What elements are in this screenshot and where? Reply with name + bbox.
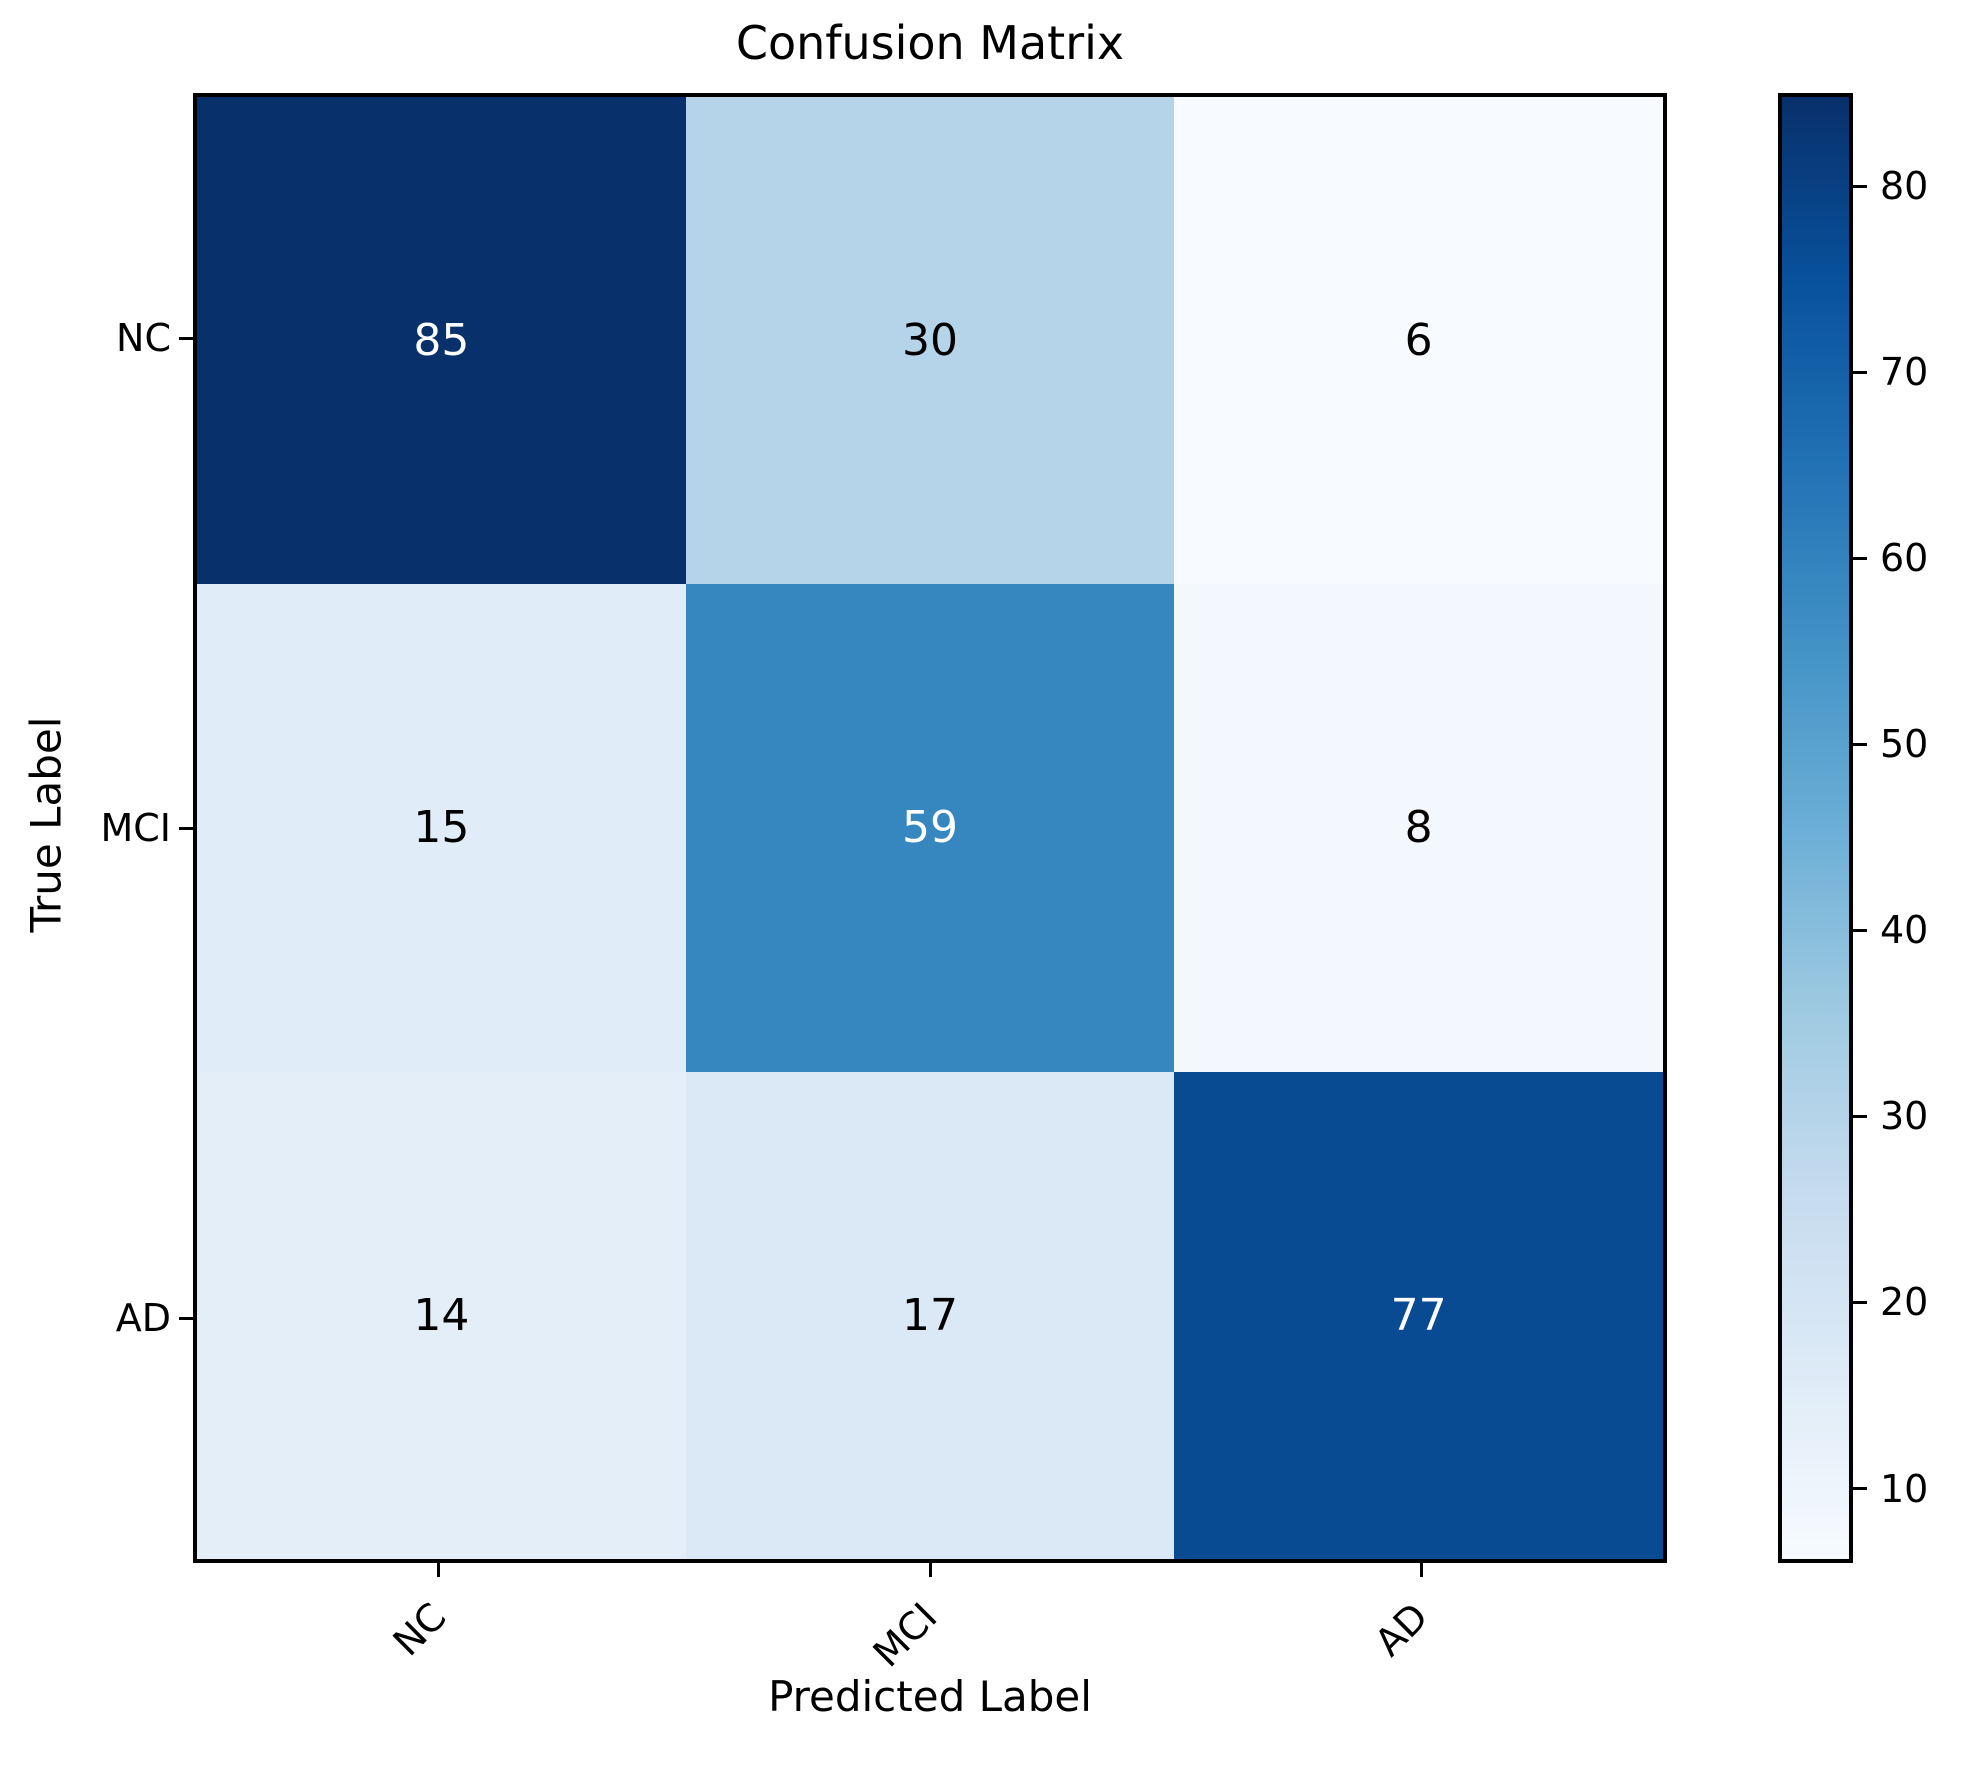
colorbar [1778, 93, 1853, 1563]
heatmap-cell-AD-AD: 77 [1174, 1071, 1663, 1559]
y-axis-label: True Label [21, 716, 71, 933]
x-tick-mark [1419, 1563, 1423, 1577]
y-tick-label-NC: NC [116, 316, 171, 360]
colorbar-tick-label-70: 70 [1880, 350, 1929, 395]
heatmap-cell-AD-NC: 14 [197, 1071, 686, 1559]
y-tick-mark [179, 336, 193, 340]
colorbar-tick-label-10: 10 [1880, 1466, 1929, 1511]
heatmap-cell-NC-NC: 85 [197, 97, 686, 585]
colorbar-tick-label-60: 60 [1880, 536, 1929, 581]
y-tick-label-AD: AD [115, 1296, 171, 1340]
x-tick-mark [928, 1563, 932, 1577]
heatmap-cell-NC-AD: 6 [1174, 97, 1663, 585]
colorbar-tick-mark [1853, 742, 1867, 746]
y-tick-mark [179, 826, 193, 830]
heatmap-plot-area: 85 30 6 15 59 8 14 17 77 [193, 93, 1667, 1563]
colorbar-tick-mark [1853, 1487, 1867, 1491]
heatmap-cell-AD-MCI: 17 [685, 1071, 1175, 1559]
colorbar-tick-label-50: 50 [1880, 722, 1929, 767]
colorbar-tick-mark [1853, 184, 1867, 188]
colorbar-tick-mark [1853, 370, 1867, 374]
heatmap-cell-MCI-NC: 15 [197, 584, 686, 1072]
y-tick-mark [179, 1316, 193, 1320]
colorbar-tick-label-40: 40 [1880, 908, 1929, 953]
colorbar-gradient [1782, 97, 1849, 1559]
colorbar-tick-mark [1853, 1114, 1867, 1118]
heatmap-cell-MCI-AD: 8 [1174, 584, 1663, 1072]
x-axis-label: Predicted Label [768, 1672, 1092, 1721]
colorbar-tick-label-30: 30 [1880, 1094, 1929, 1139]
heatmap-cell-NC-MCI: 30 [685, 97, 1175, 585]
colorbar-tick-label-80: 80 [1880, 164, 1929, 209]
colorbar-tick-mark [1853, 1300, 1867, 1304]
chart-title: Confusion Matrix [735, 16, 1125, 70]
x-tick-mark [437, 1563, 441, 1577]
y-tick-label-MCI: MCI [100, 806, 171, 850]
colorbar-tick-mark [1853, 556, 1867, 560]
colorbar-tick-label-20: 20 [1880, 1280, 1929, 1325]
heatmap-grid: 85 30 6 15 59 8 14 17 77 [197, 97, 1663, 1559]
colorbar-tick-mark [1853, 928, 1867, 932]
heatmap-cell-MCI-MCI: 59 [685, 584, 1175, 1072]
